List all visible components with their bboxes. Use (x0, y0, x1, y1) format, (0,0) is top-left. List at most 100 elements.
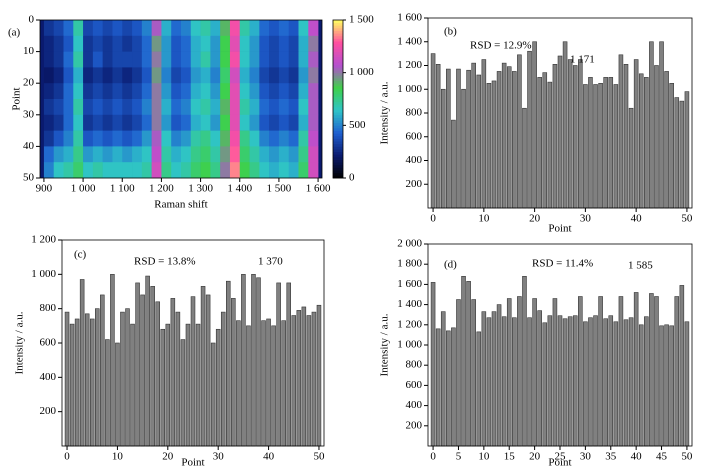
heatmap-cell (43, 83, 55, 100)
bar (150, 286, 155, 447)
bar (100, 294, 105, 447)
heatmap-cell (278, 162, 290, 179)
bar (588, 77, 593, 209)
bar (557, 315, 563, 447)
heatmap-cell (308, 83, 319, 100)
x-tick-label: 10 (478, 213, 490, 225)
heatmap-cell (132, 51, 143, 68)
x-tick-label: 1 600 (306, 183, 331, 195)
y-tick-label: 1 200 (31, 234, 56, 246)
heatmap-cell (220, 146, 231, 163)
x-tick-label: 10 (478, 451, 490, 463)
heatmap-cell (53, 114, 64, 131)
heatmap-cell (200, 130, 211, 147)
bar (537, 77, 542, 209)
bar (481, 59, 487, 209)
colorbar-step (333, 20, 343, 24)
x-tick-label: 900 (36, 183, 53, 195)
x-tick-label: 1 100 (110, 183, 135, 195)
y-axis-label: Intensity / a.u. (379, 81, 391, 144)
heatmap-cell (83, 20, 94, 37)
bar (461, 276, 466, 447)
heatmap-cell (83, 162, 94, 179)
heatmap-cell (259, 162, 270, 179)
bar (440, 311, 446, 447)
bar (593, 84, 598, 209)
heatmap-cell (200, 99, 211, 116)
heatmap-cell (73, 130, 84, 147)
x-tick-label: 10 (112, 451, 124, 463)
heatmap-cell (122, 20, 133, 37)
heatmap-cell (259, 20, 270, 37)
bar (95, 308, 100, 447)
heatmap-cell (210, 130, 221, 147)
bar (466, 281, 471, 447)
heatmap-cell (181, 20, 192, 37)
annotation: RSD = 12.9% (470, 40, 532, 52)
x-tick-label: 20 (529, 451, 541, 463)
y-tick-label: 30 (23, 108, 35, 120)
bar (160, 328, 166, 447)
heatmap-cell (298, 162, 309, 179)
heatmap-cell (112, 51, 123, 68)
heatmap-cell (288, 162, 299, 179)
bar (205, 294, 211, 447)
heatmap-cell (308, 67, 319, 84)
bar (170, 298, 176, 447)
heatmap-cell (239, 35, 250, 52)
heatmap-cell (63, 20, 74, 37)
panel-label: (b) (444, 26, 457, 38)
heatmap-cell (161, 146, 172, 163)
heatmap-cell (63, 130, 74, 147)
heatmap-cell (102, 146, 113, 163)
heatmap-cell (83, 99, 94, 116)
colorbar-step (333, 88, 343, 92)
y-axis-label: Intensity / a.u. (379, 313, 391, 376)
heatmap-cell (278, 67, 290, 84)
heatmap-cell (298, 83, 309, 100)
heatmap-cell (112, 67, 123, 84)
bar (105, 339, 110, 447)
heatmap-cell (92, 20, 103, 37)
heatmap-cell (249, 146, 260, 163)
y-tick-label: 40 (23, 140, 35, 152)
heatmap-cell (122, 83, 133, 100)
heatmap-cell (141, 67, 152, 84)
bar (471, 299, 476, 447)
heatmap-cell (269, 114, 280, 131)
colorbar-step (333, 120, 343, 124)
heatmap-cell (210, 20, 221, 37)
heatmap-cell (161, 99, 172, 116)
y-tick-label: 200 (40, 405, 57, 417)
heatmap-cell (278, 114, 290, 131)
bar (226, 280, 231, 447)
heatmap-cell (112, 162, 123, 179)
bar (684, 321, 690, 447)
heatmap-cell (92, 130, 103, 147)
heatmap-cell (229, 83, 241, 100)
heatmap-cell (308, 35, 319, 52)
heatmap-cell (308, 162, 319, 179)
heatmap-cell (102, 162, 113, 179)
heatmap-cell (298, 99, 309, 116)
heatmap-cell (288, 67, 299, 84)
heatmap-cell (220, 35, 231, 52)
heatmap-cell (92, 114, 103, 131)
heatmap-cell (298, 67, 309, 84)
colorbar-tick-label: 500 (349, 119, 366, 131)
bar (603, 77, 608, 209)
bar (547, 81, 553, 209)
x-tick-label: 5 (456, 451, 462, 463)
x-tick-label: 20 (529, 213, 541, 225)
heatmap-cell (83, 114, 94, 131)
colorbar-step (333, 156, 343, 160)
heatmap-cell (92, 35, 103, 52)
heatmap-cell (190, 130, 201, 147)
heatmap-cell (171, 146, 182, 163)
x-tick-label: 20 (162, 451, 174, 463)
heatmap-cell (288, 83, 299, 100)
heatmap-cell (220, 67, 231, 84)
bar (527, 50, 532, 209)
heatmap-cell (278, 51, 290, 68)
heatmap-cell (220, 83, 231, 100)
